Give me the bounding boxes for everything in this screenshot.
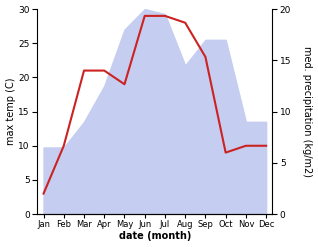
Y-axis label: max temp (C): max temp (C) [5,78,16,145]
X-axis label: date (month): date (month) [119,231,191,242]
Y-axis label: med. precipitation (kg/m2): med. precipitation (kg/m2) [302,46,313,177]
